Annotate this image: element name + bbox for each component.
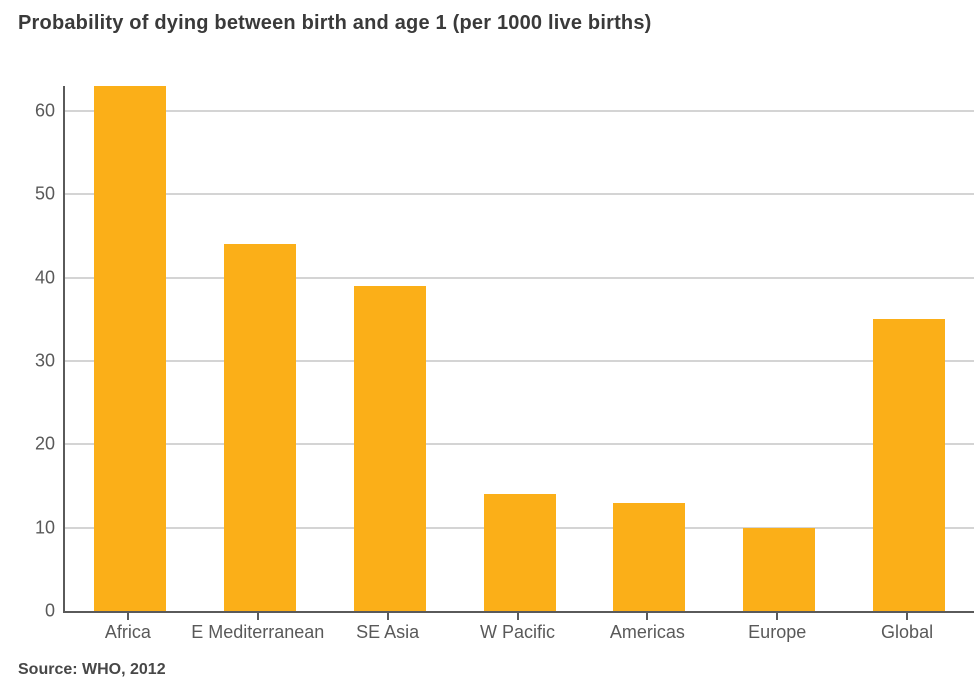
x-axis-tick-marks xyxy=(63,613,972,620)
y-tick-label-60: 60 xyxy=(34,100,55,121)
y-axis-tick-labels: 0 10 20 30 40 50 60 xyxy=(0,86,55,621)
gridline-60 xyxy=(65,110,974,112)
bar-slot-europe xyxy=(714,86,844,611)
bar-w-pacific xyxy=(483,494,556,611)
bar-slot-global xyxy=(844,86,974,611)
y-tick-label-10: 10 xyxy=(34,517,55,538)
x-category-label-w-pacific: W Pacific xyxy=(479,622,556,642)
x-category-label-africa: Africa xyxy=(104,622,151,642)
x-tick-mark-e-mediterranean xyxy=(256,613,259,620)
plot-area xyxy=(63,86,974,613)
source-note: Source: WHO, 2012 xyxy=(18,661,166,678)
bar-africa xyxy=(93,86,166,611)
x-axis-category-labels: Africa E Mediterranean SE Asia W Pacific Ame… xyxy=(63,622,972,646)
gridline-30 xyxy=(65,360,974,362)
bar-slot-w-pacific xyxy=(455,86,585,611)
bar-se-asia xyxy=(353,286,426,611)
bar-americas xyxy=(613,502,686,611)
chart-title: Probability of dying between birth and a… xyxy=(18,12,652,34)
bar-slot-se-asia xyxy=(325,86,455,611)
x-category-label-europe: Europe xyxy=(748,622,807,642)
y-tick-label-40: 40 xyxy=(34,267,55,288)
x-category-label-americas: Americas xyxy=(609,622,685,642)
x-tick-mark-americas xyxy=(646,613,649,620)
bar-europe xyxy=(743,527,816,611)
y-tick-label-30: 30 xyxy=(34,350,55,371)
y-tick-label-0: 0 xyxy=(44,600,55,621)
bars-layer xyxy=(65,86,974,611)
gridline-20 xyxy=(65,443,974,446)
bar-slot-e-mediterranean xyxy=(195,86,325,611)
x-tick-mark-europe xyxy=(776,613,779,620)
x-category-label-se-asia: SE Asia xyxy=(356,622,420,642)
y-tick-label-50: 50 xyxy=(34,183,55,204)
x-tick-mark-global xyxy=(906,613,909,620)
bar-global xyxy=(873,319,946,611)
x-category-label-global: Global xyxy=(881,622,934,642)
bar-slot-americas xyxy=(584,86,714,611)
bar-slot-africa xyxy=(65,86,195,611)
bar-e-mediterranean xyxy=(223,244,296,611)
y-tick-label-20: 20 xyxy=(34,433,55,454)
gridline-40 xyxy=(65,276,974,279)
gridline-50 xyxy=(65,193,974,196)
x-tick-mark-w-pacific xyxy=(516,613,519,620)
x-tick-mark-africa xyxy=(126,613,129,620)
x-tick-mark-se-asia xyxy=(386,613,389,620)
x-category-label-e-mediterranean: E Mediterranean xyxy=(191,622,325,642)
